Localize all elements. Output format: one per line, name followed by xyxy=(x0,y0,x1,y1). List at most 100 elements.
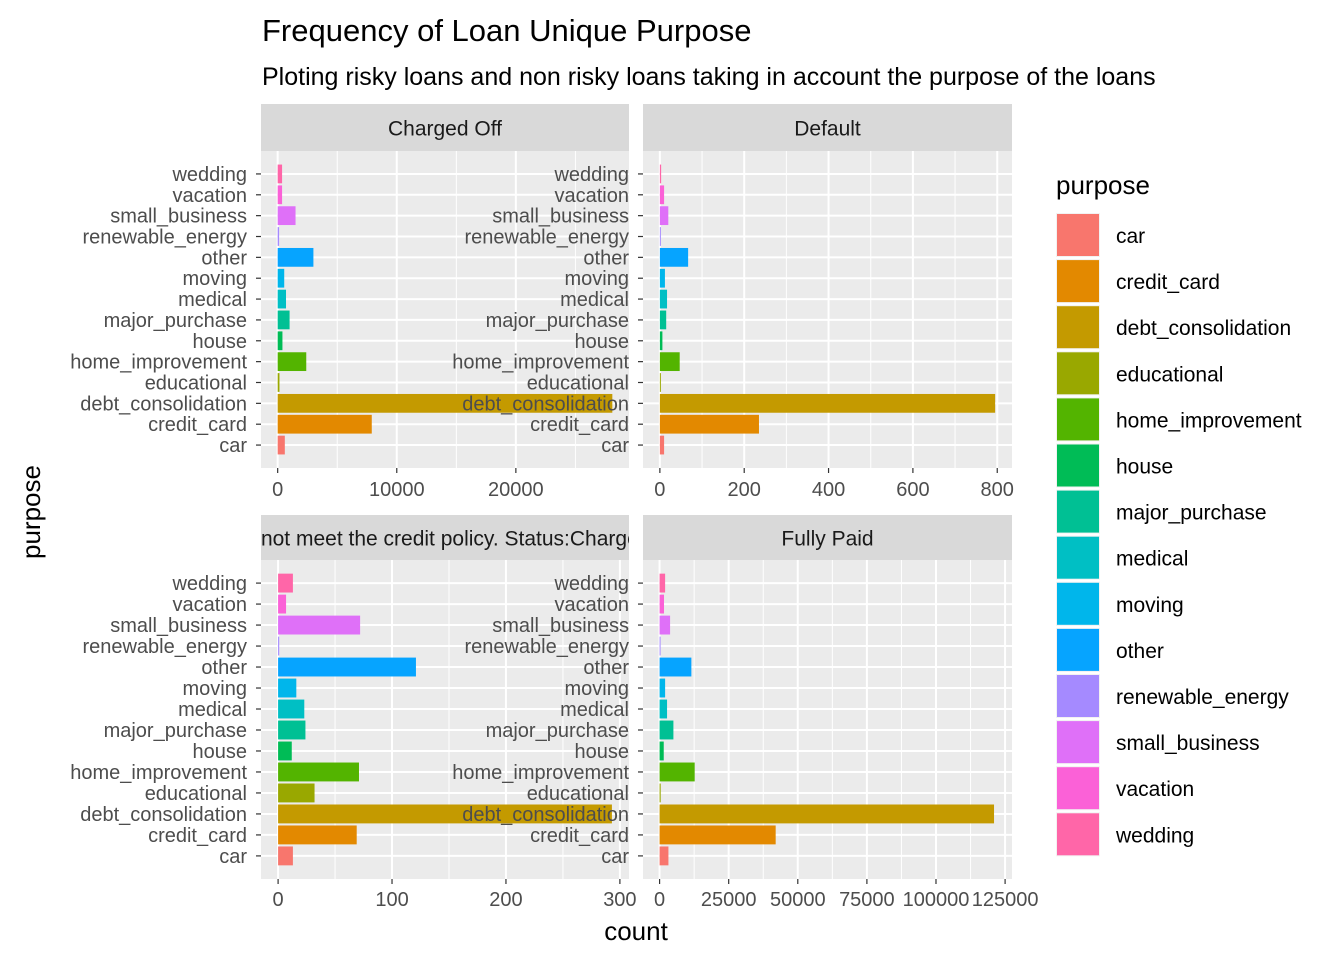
x-tick-label: 200 xyxy=(489,889,522,911)
bar-car xyxy=(659,846,669,866)
legend-key-home_improvement xyxy=(1057,398,1099,441)
bar-major_purchase xyxy=(659,310,667,330)
y-tick-label: renewable_energy xyxy=(464,636,629,658)
bar-moving xyxy=(277,268,285,288)
facet-panel: Default carcredit_carddebt_consolidatione… xyxy=(452,104,1014,501)
y-tick-label: wedding xyxy=(553,164,629,186)
bar-vacation xyxy=(659,185,665,205)
y-tick-label: credit_card xyxy=(148,825,247,847)
y-tick-label: vacation xyxy=(173,594,248,616)
y-axis-title: purpose xyxy=(16,465,46,559)
y-tick-label: home_improvement xyxy=(70,762,247,784)
legend-key-wedding xyxy=(1057,813,1099,856)
bar-home_improvement xyxy=(659,352,680,372)
bar-moving xyxy=(278,678,297,698)
legend-key-house xyxy=(1057,444,1099,487)
bar-car xyxy=(278,846,293,866)
y-tick-label: small_business xyxy=(110,206,247,228)
legend-label: debt_consolidation xyxy=(1116,317,1291,340)
legend-key-other xyxy=(1057,628,1099,671)
y-tick-label: other xyxy=(583,247,629,269)
y-tick-label: house xyxy=(193,331,248,353)
legend-label: small_business xyxy=(1116,732,1260,755)
y-tick-label: car xyxy=(219,846,247,868)
legend-key-moving xyxy=(1057,582,1099,625)
bar-credit_card xyxy=(659,414,759,434)
y-tick-label: vacation xyxy=(173,185,248,207)
bar-vacation xyxy=(659,594,665,614)
legend-label: medical xyxy=(1116,548,1188,571)
bar-wedding xyxy=(659,573,666,593)
legend-label: educational xyxy=(1116,363,1223,386)
y-tick-label: credit_card xyxy=(530,825,629,847)
legend-label: credit_card xyxy=(1116,271,1220,294)
x-tick-label: 100 xyxy=(375,889,408,911)
bar-debt_consolidation xyxy=(277,393,613,413)
x-tick-label: 100000 xyxy=(903,889,970,911)
y-tick-label: vacation xyxy=(555,594,630,616)
bar-other xyxy=(277,247,314,267)
legend-title: purpose xyxy=(1056,170,1150,200)
x-tick-label: 0 xyxy=(654,889,665,911)
bar-vacation xyxy=(277,185,283,205)
legend-label: house xyxy=(1116,456,1173,479)
bar-other xyxy=(278,657,416,677)
x-tick-label: 25000 xyxy=(701,889,757,911)
legend-key-debt_consolidation xyxy=(1057,306,1099,349)
y-tick-label: home_improvement xyxy=(452,762,629,784)
bar-medical xyxy=(659,289,668,309)
y-tick-label: wedding xyxy=(171,573,247,595)
bar-home_improvement xyxy=(278,762,359,782)
bar-credit_card xyxy=(659,825,776,845)
facet-strip xyxy=(643,515,1012,560)
facet-strip-label: Fully Paid xyxy=(781,528,873,551)
legend-key-credit_card xyxy=(1057,260,1099,303)
y-tick-label: home_improvement xyxy=(70,352,247,374)
y-tick-label: home_improvement xyxy=(452,352,629,374)
legend-label: moving xyxy=(1116,594,1184,617)
y-tick-label: medical xyxy=(178,699,247,721)
legend-key-vacation xyxy=(1057,767,1099,810)
facet-strip xyxy=(643,104,1012,151)
bar-renewable_energy xyxy=(278,636,280,656)
bar-medical xyxy=(277,289,287,309)
bar-vacation xyxy=(278,594,287,614)
bar-major_purchase xyxy=(278,720,306,740)
y-tick-label: medical xyxy=(178,289,247,311)
bar-other xyxy=(659,657,692,677)
x-tick-label: 10000 xyxy=(369,479,425,501)
y-tick-label: small_business xyxy=(110,615,247,637)
y-tick-label: moving xyxy=(565,268,629,290)
bar-house xyxy=(659,331,663,351)
bar-credit_card xyxy=(278,825,357,845)
legend-key-small_business xyxy=(1057,721,1099,764)
y-tick-label: educational xyxy=(145,783,247,805)
bar-small_business xyxy=(277,206,296,226)
legend-label: wedding xyxy=(1115,824,1194,847)
bar-other xyxy=(659,247,689,267)
y-tick-label: debt_consolidation xyxy=(462,393,629,415)
x-axis-title: count xyxy=(604,916,668,946)
facet-panel: Fully Paid carcredit_carddebt_consolidati… xyxy=(452,515,1038,911)
x-tick-label: 125000 xyxy=(972,889,1039,911)
y-tick-label: other xyxy=(201,247,247,269)
legend-key-major_purchase xyxy=(1057,490,1099,533)
y-tick-label: small_business xyxy=(492,206,629,228)
y-tick-label: vacation xyxy=(555,185,630,207)
y-tick-label: educational xyxy=(527,372,629,394)
y-tick-label: car xyxy=(601,846,629,868)
bar-medical xyxy=(659,699,668,719)
bar-home_improvement xyxy=(659,762,695,782)
y-tick-label: major_purchase xyxy=(104,720,247,742)
legend-key-medical xyxy=(1057,536,1099,579)
legend: purpose car credit_card debt_consolidation… xyxy=(1056,170,1302,857)
bar-credit_card xyxy=(277,414,372,434)
y-tick-label: moving xyxy=(565,678,629,700)
facet-panel: Charged Offcarcredit_carddebt_consolidat… xyxy=(70,104,629,501)
facet-strip xyxy=(261,515,629,560)
facet-strip xyxy=(261,104,629,151)
bar-wedding xyxy=(659,164,662,184)
x-tick-label: 20000 xyxy=(488,479,544,501)
x-tick-label: 800 xyxy=(981,479,1014,501)
